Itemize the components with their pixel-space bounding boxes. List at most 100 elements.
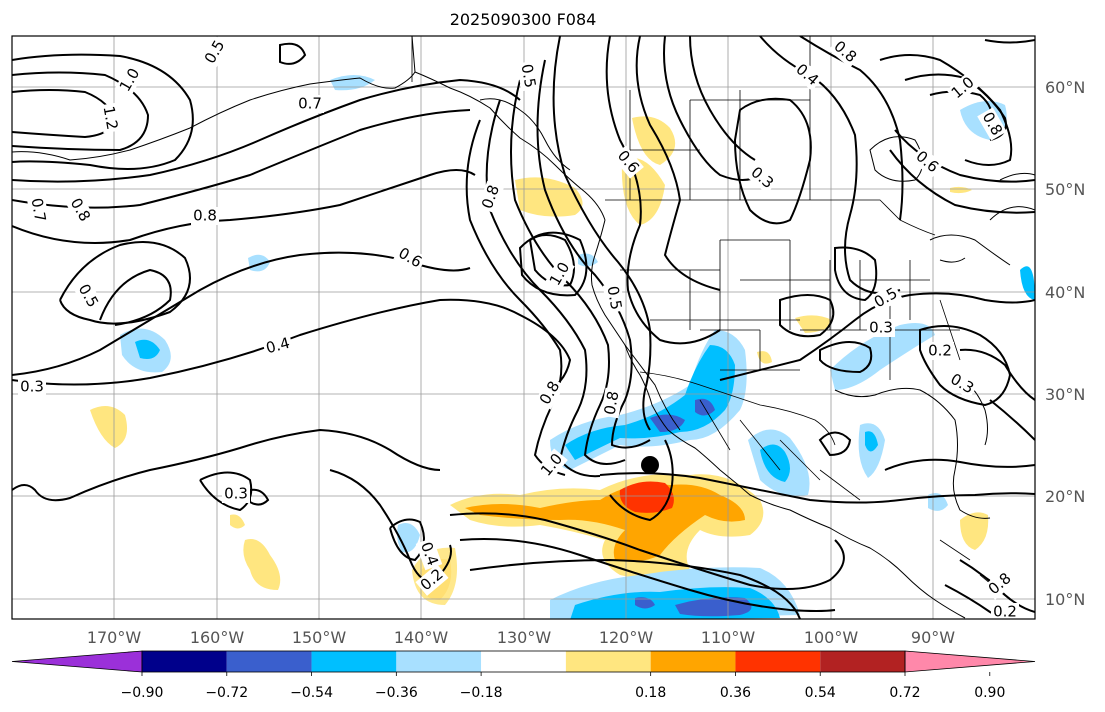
contour-value-label: 0.2 (928, 342, 952, 360)
contour-label-background (612, 145, 644, 179)
colorbar-segment (735, 651, 821, 672)
contour-label-background (602, 282, 626, 314)
colorbar-tick-label: 0.90 (974, 685, 1005, 701)
contour-label-background (415, 564, 449, 596)
contour-label-background (945, 369, 979, 399)
contour-label-background (516, 60, 540, 92)
colorbar-tick-label: 0.36 (720, 685, 751, 701)
contour-line (279, 42, 307, 65)
contour-line (733, 97, 812, 225)
contour-line (779, 294, 835, 338)
contour-line (510, 79, 626, 465)
contour-label-background (115, 63, 145, 97)
contour-label-background (946, 72, 980, 104)
negative-anomaly-area (1020, 266, 1035, 300)
contour-line (959, 559, 1035, 613)
alaska-coastline (12, 71, 606, 221)
contour-line (984, 39, 1035, 44)
contour-line (819, 341, 873, 374)
contour-label-background (200, 36, 230, 69)
positive-anomaly-area (230, 514, 245, 529)
colorbar-segment (820, 651, 905, 672)
contour-line (12, 78, 521, 183)
contour-label-background (98, 102, 122, 134)
colorbar-tick-label: −0.72 (205, 685, 248, 701)
positive-anomaly-area (960, 512, 989, 550)
longitude-label: 160°W (190, 628, 245, 647)
contour-value-label: 1.2 (100, 105, 122, 132)
us-state-borders (620, 239, 961, 380)
contour-line (989, 399, 1035, 441)
colorbar-extend-low (11, 650, 143, 673)
contour-line (884, 458, 1035, 471)
contour-line (894, 129, 1035, 183)
contour-label-background (393, 243, 427, 273)
colorbar-tick-label: −0.90 (121, 685, 164, 701)
mexico-state-borders (699, 399, 861, 501)
colorbar-extend-high (904, 650, 1036, 673)
colorbar: −0.90 −0.72 −0.54 −0.36 −0.18 0.18 0.36 0.54 0.7… (11, 650, 1036, 701)
map-area: 1.01.20.50.70.80.7 0.80.50.60.40.30.81.00… (12, 36, 1035, 619)
contour-value-label: 0.7 (28, 197, 50, 224)
latitude-label: 30°N (1045, 385, 1085, 404)
contour-line (329, 469, 452, 582)
contour-label-background (477, 180, 505, 214)
contour-label-background (977, 107, 1007, 141)
contour-value-label: 0.3 (869, 319, 893, 337)
contour-line (12, 71, 150, 152)
longitude-label: 170°W (87, 628, 142, 647)
east-canada-coastline (989, 172, 1035, 221)
longitude-label: 100°W (804, 628, 859, 647)
colorbar-outline (141, 650, 906, 673)
us-mexico-border (639, 371, 836, 446)
contour-label-background (262, 333, 294, 359)
contour-line (959, 348, 1035, 401)
contour-line (719, 292, 1035, 381)
contour-label-background (910, 146, 944, 178)
colorbar-tick-label: −0.54 (290, 685, 333, 701)
anomaly-fill-layer (90, 75, 1035, 619)
contour-line (818, 431, 852, 457)
colorbar-segment (481, 651, 566, 672)
contour-label-background (983, 568, 1017, 600)
storm-center-marker (641, 456, 659, 474)
latitude-labels: 60°N 50°N 40°N 30°N 20°N 10°N (1045, 78, 1085, 609)
contour-value-label: 0.3 (20, 378, 44, 396)
negative-anomaly-area (695, 398, 715, 416)
us-west-coastline (590, 219, 966, 619)
contour-label-background (600, 387, 624, 419)
contour-line (605, 36, 721, 345)
contour-label-background (18, 378, 46, 396)
positive-anomaly-area (950, 186, 972, 194)
longitude-label: 140°W (394, 628, 449, 647)
negative-anomaly-area (330, 75, 375, 91)
negative-anomaly-area (650, 414, 685, 432)
positive-anomaly-area (757, 351, 772, 364)
contour-label-background (545, 257, 575, 291)
longitude-label: 150°W (292, 628, 347, 647)
contour-line (12, 428, 441, 502)
contour-line (635, 36, 721, 291)
map-title: 2025090300 F084 (450, 10, 597, 29)
latitude-label: 10°N (1045, 590, 1085, 609)
latitude-label: 60°N (1045, 78, 1085, 97)
colorbar-segment (396, 651, 482, 672)
great-lakes-coastline (929, 234, 1011, 266)
contour-label-background (65, 193, 95, 227)
contour-label-background (869, 283, 903, 313)
coastline-layer (12, 36, 1035, 619)
contour-line (12, 109, 471, 209)
contour-line (689, 36, 756, 161)
negative-anomaly-area (565, 345, 735, 460)
contour-label-background (415, 537, 443, 571)
positive-anomaly-area (465, 484, 745, 562)
colorbar-tick-label: 0.72 (889, 685, 920, 701)
canada-province-borders (629, 90, 810, 200)
negative-anomaly-area (675, 597, 752, 617)
contour-line (609, 439, 674, 522)
map-frame (11, 35, 1036, 620)
contour-label-background (790, 59, 824, 91)
contour-line (469, 558, 801, 619)
contour-line (465, 119, 566, 476)
contour-line (536, 59, 651, 449)
